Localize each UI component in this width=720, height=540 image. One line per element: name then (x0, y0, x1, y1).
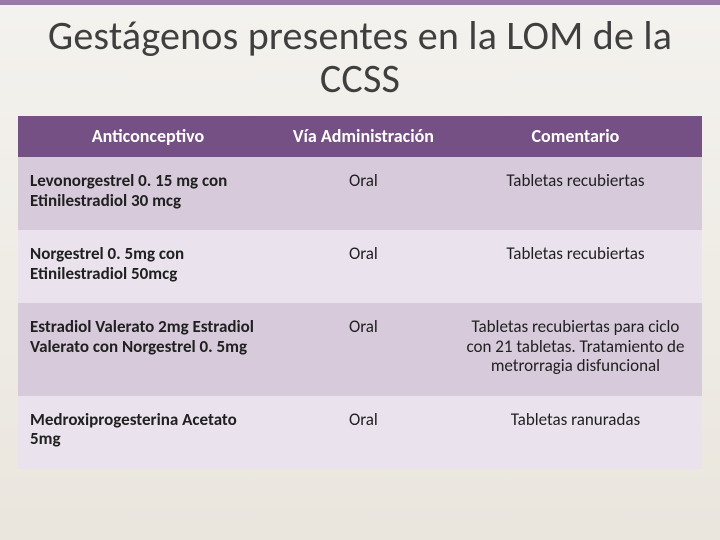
col-header-via: Vía Administración (278, 116, 449, 157)
gestagenos-table: Anticonceptivo Vía Administración Coment… (18, 116, 702, 469)
cell-comment: Tabletas recubiertas (449, 157, 702, 230)
accent-bar (0, 0, 720, 5)
col-header-comentario: Comentario (449, 116, 702, 157)
col-header-anticonceptivo: Anticonceptivo (18, 116, 278, 157)
cell-comment: Tabletas recubiertas para ciclo con 21 t… (449, 303, 702, 396)
cell-via: Oral (278, 230, 449, 303)
table-container: Anticonceptivo Vía Administración Coment… (18, 116, 702, 469)
table-row: Norgestrel 0. 5mg con Etinilestradiol 50… (18, 230, 702, 303)
cell-name: Norgestrel 0. 5mg con Etinilestradiol 50… (18, 230, 278, 303)
cell-via: Oral (278, 303, 449, 396)
page-title: Gestágenos presentes en la LOM de la CCS… (0, 0, 720, 110)
cell-name: Levonorgestrel 0. 15 mg con Etinilestrad… (18, 157, 278, 230)
cell-via: Oral (278, 157, 449, 230)
cell-comment: Tabletas ranuradas (449, 396, 702, 469)
cell-name: Medroxiprogesterina Acetato 5mg (18, 396, 278, 469)
cell-name: Estradiol Valerato 2mg Estradiol Valerat… (18, 303, 278, 396)
table-row: Estradiol Valerato 2mg Estradiol Valerat… (18, 303, 702, 396)
cell-comment: Tabletas recubiertas (449, 230, 702, 303)
table-header-row: Anticonceptivo Vía Administración Coment… (18, 116, 702, 157)
cell-via: Oral (278, 396, 449, 469)
table-row: Medroxiprogesterina Acetato 5mg Oral Tab… (18, 396, 702, 469)
table-row: Levonorgestrel 0. 15 mg con Etinilestrad… (18, 157, 702, 230)
